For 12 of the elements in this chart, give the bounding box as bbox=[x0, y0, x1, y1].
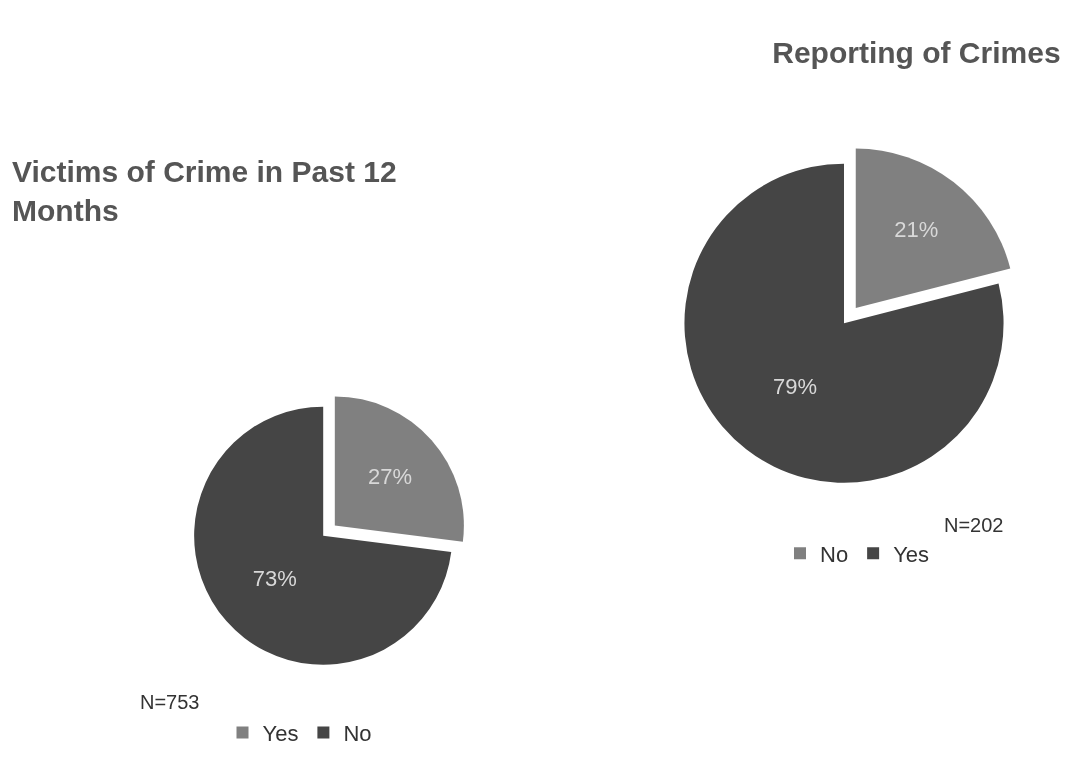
text: N=753 bbox=[140, 691, 200, 713]
legend-label: No bbox=[820, 541, 849, 567]
data-label: 21% bbox=[894, 217, 939, 243]
legend-label: Yes bbox=[262, 721, 299, 747]
legend-label: No bbox=[343, 721, 372, 747]
chart-title: Reporting of Crimes bbox=[772, 36, 1061, 69]
chart-title: Victims of Crime in Past 12 Months bbox=[12, 155, 397, 227]
data-label: 73% bbox=[252, 565, 297, 591]
data-label: 27% bbox=[368, 464, 413, 490]
data-label: 79% bbox=[773, 373, 818, 399]
text: N=202 bbox=[944, 514, 1004, 536]
legend-label: Yes bbox=[893, 541, 930, 567]
